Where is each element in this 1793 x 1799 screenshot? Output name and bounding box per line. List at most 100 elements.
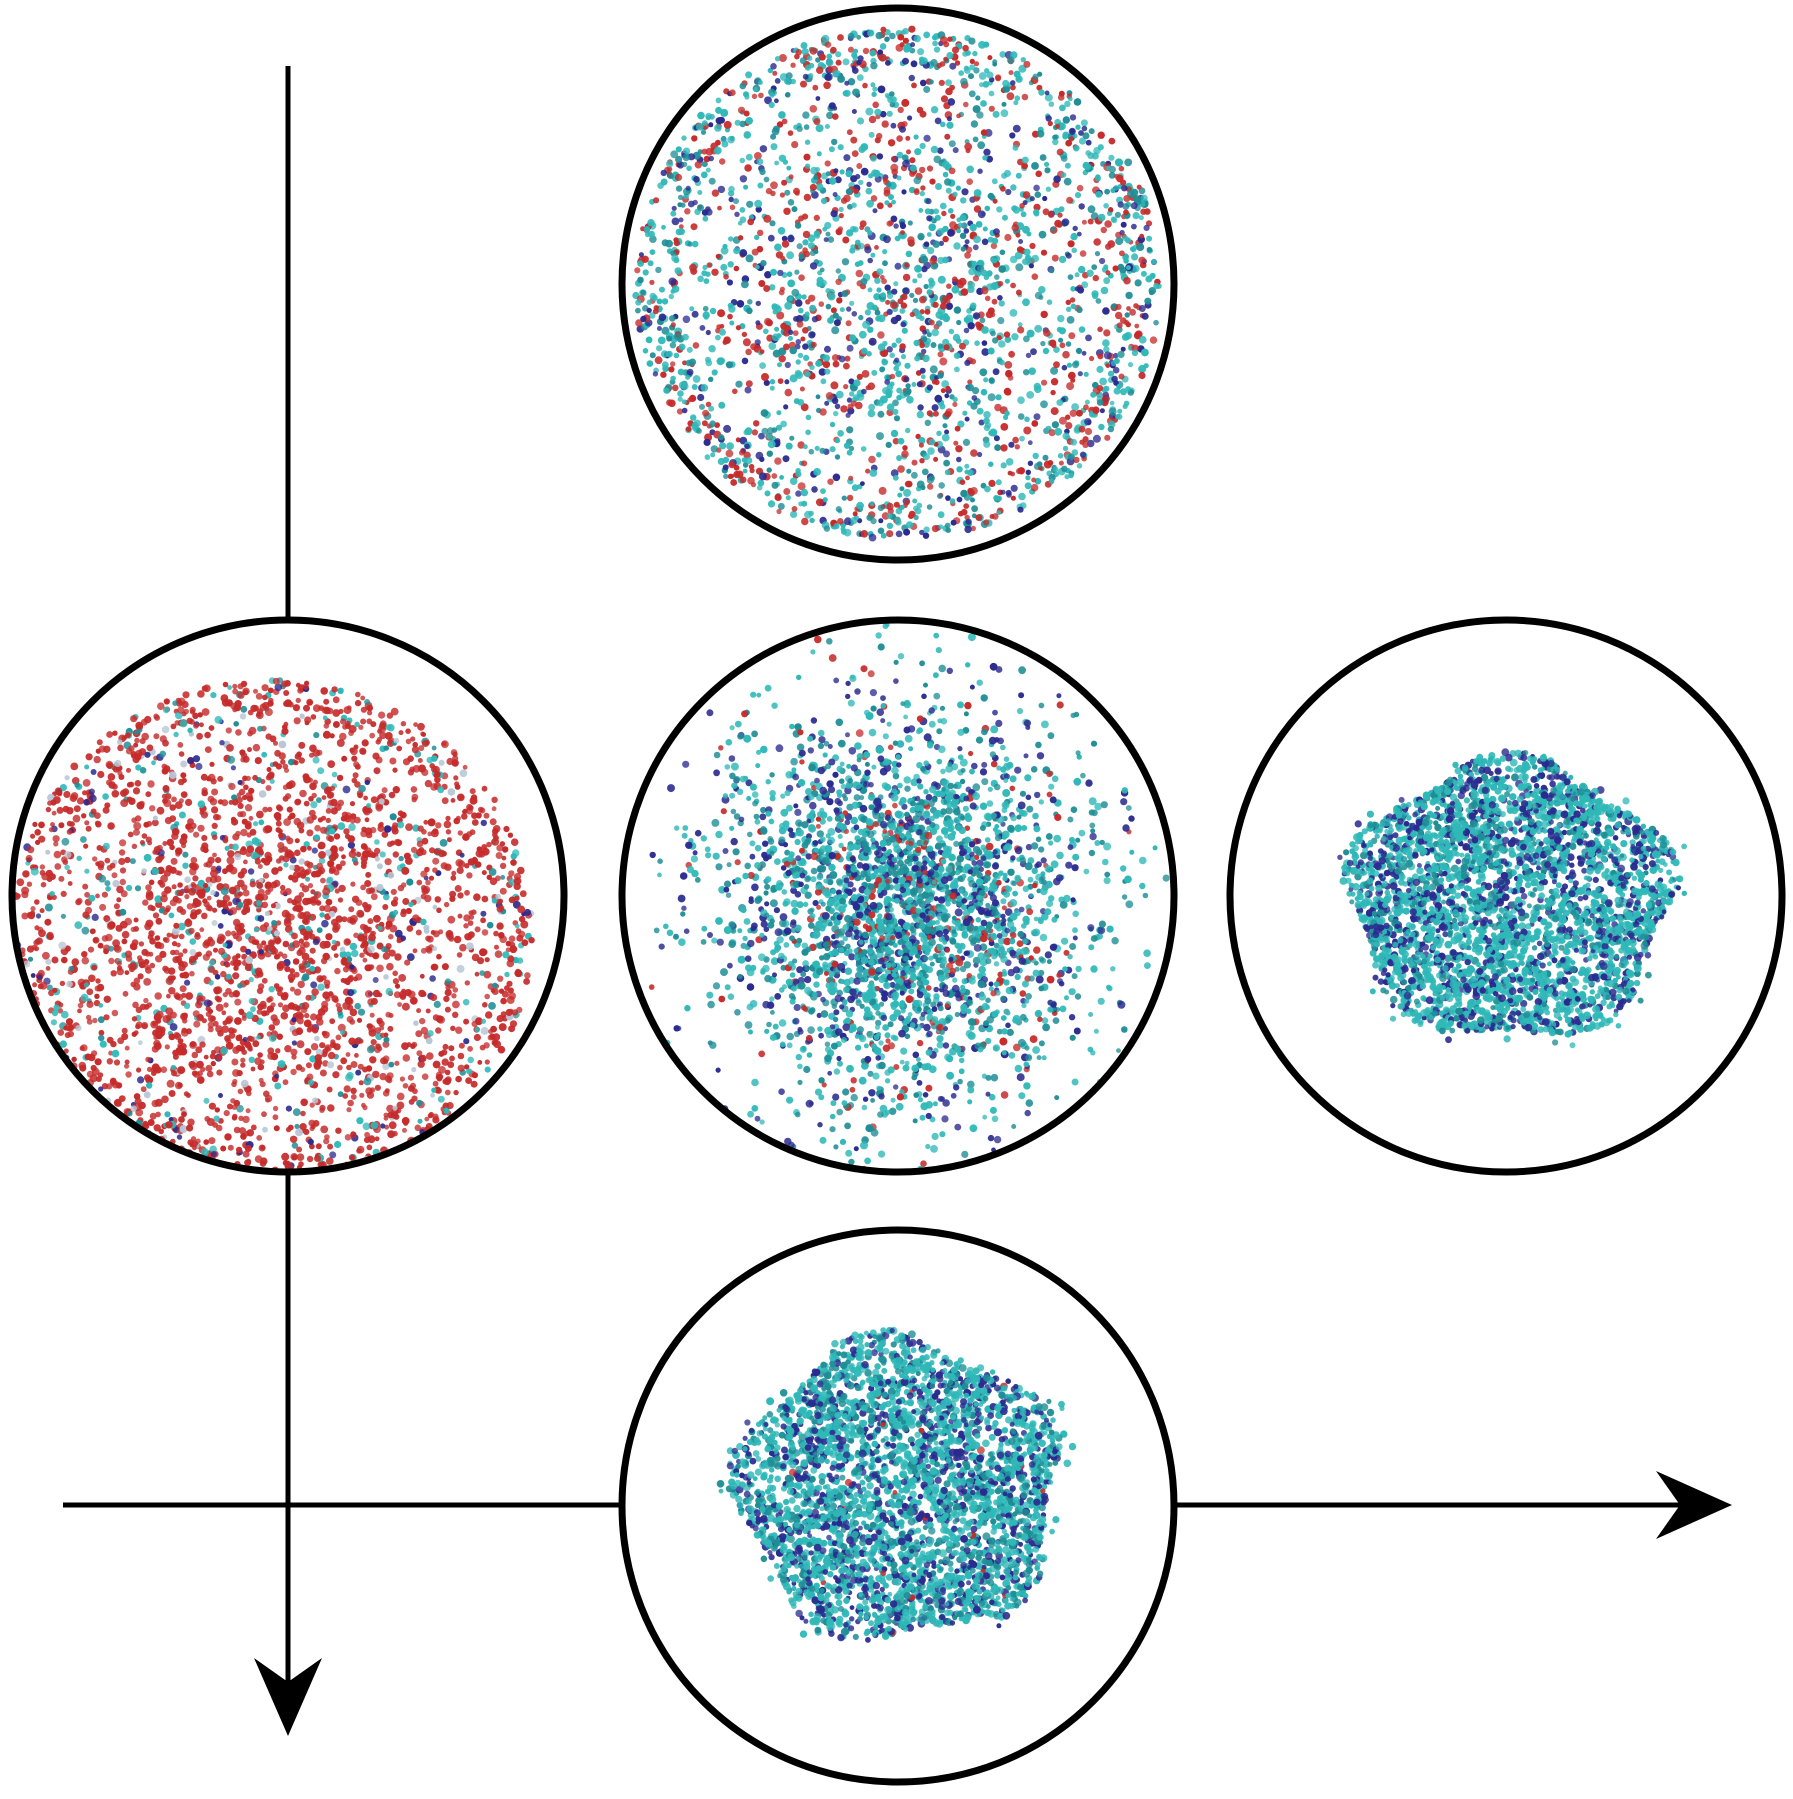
particle [909,157,916,164]
particle [320,1125,329,1134]
particle [354,721,360,727]
particle [846,129,853,136]
particle [1032,73,1039,80]
particle [739,82,747,90]
particle [778,54,787,62]
particle [991,298,998,305]
particle [772,349,781,358]
particle [64,775,70,781]
particle [1068,127,1076,135]
particle [802,230,811,239]
particle [470,794,478,801]
particle [298,891,305,898]
particle [1052,466,1059,473]
particle [237,871,245,879]
particle [670,375,676,382]
particle [771,473,778,479]
particle [328,991,334,997]
particle [932,40,938,47]
particle [452,1000,460,1009]
particle [417,1060,425,1068]
particle [930,145,939,154]
particle [344,1134,352,1141]
particle [995,394,1002,401]
particle [219,740,225,746]
particle [646,299,653,306]
particle [1115,303,1122,310]
particle [661,361,669,369]
particle [81,956,90,965]
particle [240,1057,246,1063]
particle [809,364,815,370]
particle [192,712,199,719]
particle [1141,312,1149,320]
particle [1114,211,1121,218]
particle [795,49,802,56]
particle [804,139,811,145]
particle [876,202,884,210]
particle [890,122,897,129]
particle [690,223,698,231]
particle [867,382,876,391]
particle [848,475,854,481]
particle [1099,257,1106,265]
particle [316,797,322,803]
particle [837,518,844,525]
particle [347,989,355,997]
particle [1017,413,1025,420]
particle [294,1123,300,1129]
particle [927,483,934,490]
particle [783,343,790,351]
particle [983,148,991,156]
particle [444,1089,451,1096]
particle [691,421,699,430]
particle [858,146,866,153]
particle [744,427,753,436]
particle [241,818,248,825]
particle [178,1116,185,1123]
particle [1115,311,1123,320]
particle [860,167,869,176]
particle [326,876,334,884]
particle [180,772,187,779]
particle [356,1148,362,1154]
particle [137,1076,145,1084]
particle [1092,406,1100,414]
particle [876,132,883,140]
particle [911,471,918,479]
particle [755,320,761,326]
particle [856,163,863,169]
particle [923,241,930,247]
particle [266,767,272,772]
particle [1121,333,1130,341]
particle [715,97,722,104]
particle [981,238,989,246]
particle [350,1094,357,1100]
particle [961,188,969,196]
particle [705,329,711,336]
particle [1123,195,1131,202]
particle [278,848,284,853]
particle [994,403,1002,412]
particle [325,898,333,906]
particle [1040,249,1048,256]
particle [177,922,186,931]
particle [868,403,876,411]
particle [967,281,975,289]
particle [243,784,249,791]
particle [890,301,898,309]
particle [1117,408,1123,414]
particle [1066,362,1072,368]
particle [948,328,955,335]
particle [303,911,311,920]
particle [145,892,154,901]
particle [835,506,842,513]
particle [820,488,826,494]
particle [801,294,807,300]
particle [417,722,425,731]
particle [959,479,966,486]
particle [902,159,910,168]
particle [1003,331,1011,338]
particle [187,757,195,765]
particle [895,314,902,322]
